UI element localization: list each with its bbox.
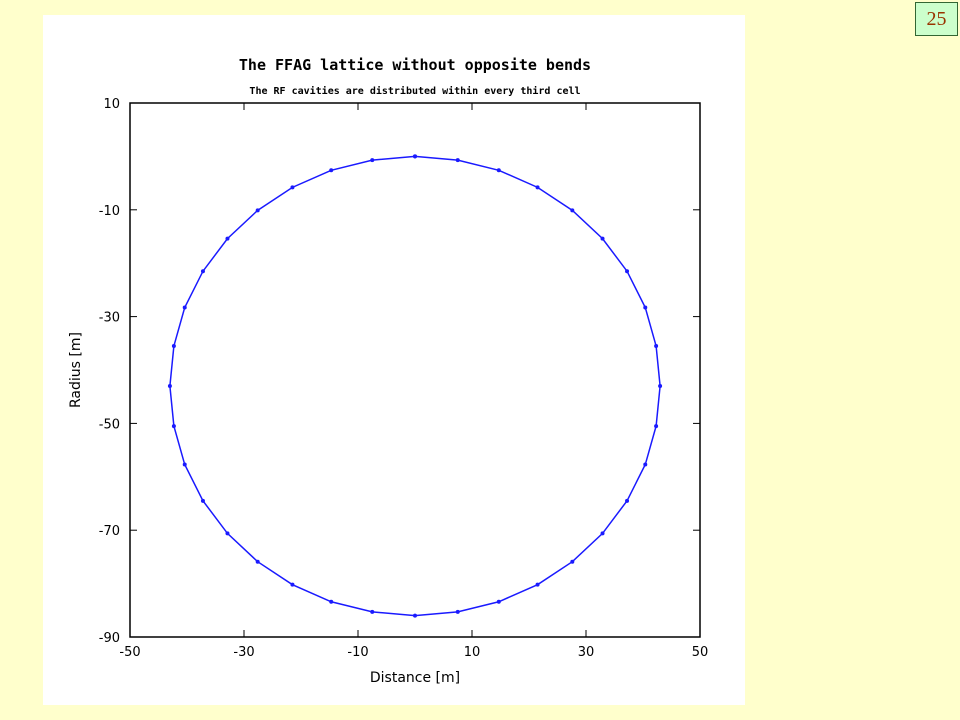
chart-subtitle: The RF cavities are distributed within e… (249, 85, 580, 97)
data-point (370, 609, 375, 614)
x-tick-label: 50 (692, 645, 709, 660)
y-axis-label: Radius [m] (68, 332, 84, 408)
data-point (255, 208, 260, 213)
y-tick-label: -70 (99, 524, 120, 539)
data-line (169, 155, 661, 617)
data-point (167, 384, 172, 389)
data-point (625, 269, 630, 274)
data-point (200, 269, 205, 274)
data-point (290, 185, 295, 190)
data-point (329, 168, 334, 173)
x-axis-label: Distance [m] (370, 670, 460, 686)
data-point (600, 531, 605, 536)
data-point (171, 343, 176, 348)
data-point (182, 305, 187, 310)
data-point (413, 154, 417, 159)
data-point (654, 424, 659, 429)
y-tick-label: -50 (99, 417, 120, 432)
data-point (329, 599, 334, 604)
data-point (535, 185, 540, 190)
data-point (643, 305, 648, 310)
y-tick-label: -90 (99, 631, 120, 646)
x-tick-label: -10 (347, 645, 368, 660)
page-number: 25 (915, 2, 958, 36)
data-point (658, 384, 663, 389)
data-point (654, 343, 659, 348)
x-tick-label: 30 (578, 645, 595, 660)
x-tick-label: 10 (464, 645, 481, 660)
data-point (225, 236, 230, 241)
data-point (200, 498, 205, 503)
data-point (643, 462, 648, 467)
x-tick-label: -30 (233, 645, 254, 660)
data-point (225, 531, 230, 536)
data-point (370, 158, 375, 163)
y-tick-label: -30 (99, 311, 120, 326)
data-point (413, 613, 417, 618)
data-point (455, 609, 460, 614)
data-point (570, 559, 575, 564)
y-tick-label: 10 (103, 97, 120, 112)
data-point (290, 582, 295, 587)
x-tick-label: -50 (119, 645, 140, 660)
data-point (600, 236, 605, 241)
data-point (496, 168, 501, 173)
data-point (535, 582, 540, 587)
data-point (570, 208, 575, 213)
slide-panel (43, 15, 745, 705)
data-point (171, 424, 176, 429)
plot-frame (129, 102, 701, 638)
data-point (496, 599, 501, 604)
data-point (182, 462, 187, 467)
data-point (455, 158, 460, 163)
y-tick-label: -10 (99, 204, 120, 219)
data-point (625, 498, 630, 503)
chart-title: The FFAG lattice without opposite bends (239, 56, 591, 74)
data-point (255, 559, 260, 564)
